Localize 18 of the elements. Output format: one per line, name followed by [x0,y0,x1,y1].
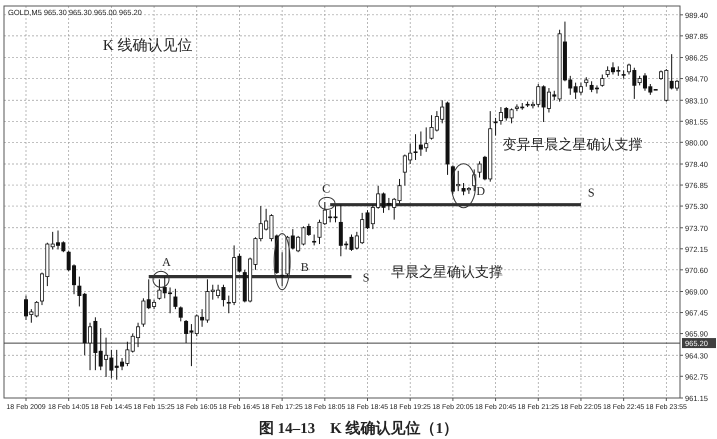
annotation: S [588,186,595,200]
annotation: K 线确认见位 [102,37,192,54]
candlestick [312,234,316,246]
annotation: 早晨之星确认支撑 [390,264,503,281]
candlestick [178,306,183,322]
annotation: A [162,254,172,269]
annotation: D [476,184,486,198]
candlestick [584,76,588,88]
candlestick [494,117,498,136]
candlestick [414,134,418,160]
text: 图 14–13 K 线确认见位（1） [258,420,458,437]
candlestick [173,288,178,310]
annotation: 变异早晨之星确认支撑 [502,137,643,154]
candlestick [280,252,284,287]
annotation: B [300,260,309,274]
annotation: S [362,270,370,284]
candlestick [600,74,604,88]
annotation: C [322,182,330,196]
